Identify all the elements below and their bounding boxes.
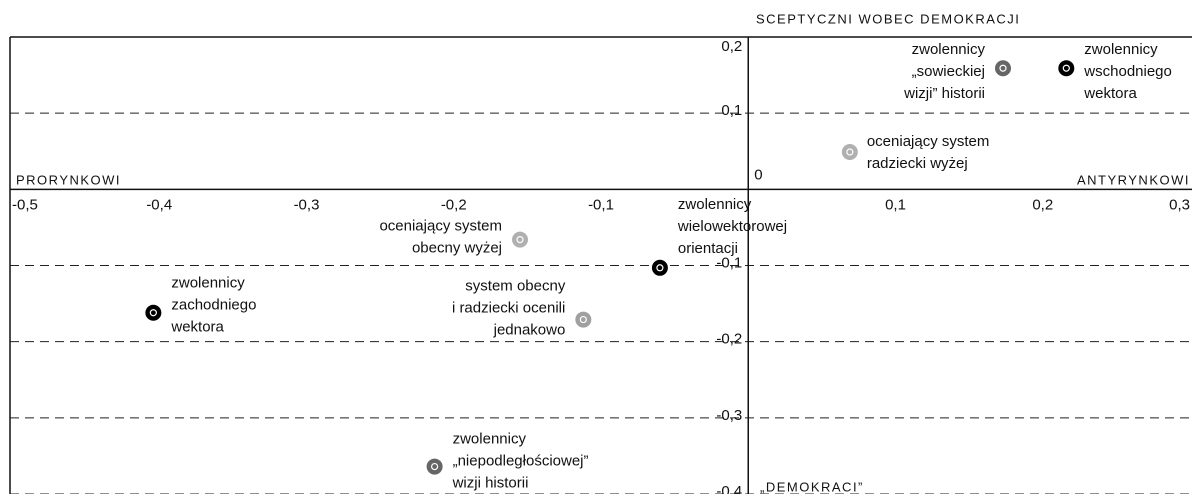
x-tick-label: 0,2 [1032, 196, 1053, 213]
point [575, 311, 592, 328]
point-label: zwolennicy [171, 275, 245, 292]
point-center [656, 264, 664, 272]
y-tick-label: -0,2 [716, 331, 742, 348]
y-tick-label: 0,1 [721, 102, 742, 119]
point [651, 259, 668, 276]
point-center [846, 148, 854, 156]
x-tick-label: -0,3 [294, 196, 320, 213]
point [841, 144, 858, 161]
point-label: oceniający system [379, 218, 502, 235]
point-label: wektora [1083, 85, 1137, 102]
x-tick-label: 0,3 [1169, 196, 1190, 213]
point-label: orientacji [678, 240, 738, 257]
y-tick-label: -0,1 [716, 254, 742, 271]
point-label: oceniający system [867, 133, 990, 150]
x-tick-label: -0,2 [441, 196, 467, 213]
point-center [431, 462, 439, 471]
x-tick-label: -0,5 [12, 196, 38, 213]
point-label: zwolennicy [678, 196, 752, 213]
point [512, 231, 529, 248]
point-center [999, 64, 1007, 72]
point-label: „sowieckiej [912, 63, 985, 80]
x-tick-label: -0,1 [588, 196, 614, 213]
point [145, 304, 162, 321]
point-label: zwolennicy [1084, 41, 1158, 58]
point-center [149, 309, 157, 317]
point-label: „niepodległościowej” [453, 453, 589, 470]
point-label: obecny wyżej [412, 240, 502, 257]
bottom-axis-label: „DEMOKRACI” [760, 479, 864, 494]
point-label: system obecny [465, 278, 566, 295]
x-tick-label: 0,1 [885, 196, 906, 213]
point [1058, 60, 1075, 77]
point [994, 60, 1011, 77]
point-label: wielowektorowej [677, 218, 787, 235]
right-axis-label: ANTYRYNKOWI [1077, 172, 1190, 187]
point-label: wektora [170, 319, 224, 336]
point-label: zachodniego [171, 297, 256, 314]
top-axis-label: SCEPTYCZNI WOBEC DEMOKRACJI [756, 11, 1020, 26]
x-tick-label: 0 [754, 166, 762, 183]
point-label: i radziecki ocenili [452, 300, 565, 317]
point-center [1062, 64, 1070, 72]
point-label: wizji historii [452, 475, 529, 492]
point [426, 458, 443, 475]
point-label: radziecki wyżej [867, 155, 968, 172]
x-tick-label: -0,4 [146, 196, 172, 213]
point-center [516, 236, 524, 244]
point-center [579, 315, 587, 324]
point-label: zwolennicy [912, 41, 986, 58]
left-axis-label: PRORYNKOWI [16, 172, 121, 187]
point-label: wschodniego [1083, 63, 1172, 80]
y-tick-label: -0,4 [716, 483, 742, 494]
point-label: wizji” historii [903, 85, 985, 102]
y-tick-label: -0,3 [716, 407, 742, 424]
point-label: jednakowo [493, 322, 566, 339]
y-tick-label: 0,2 [721, 38, 742, 55]
point-label: zwolennicy [453, 431, 527, 448]
